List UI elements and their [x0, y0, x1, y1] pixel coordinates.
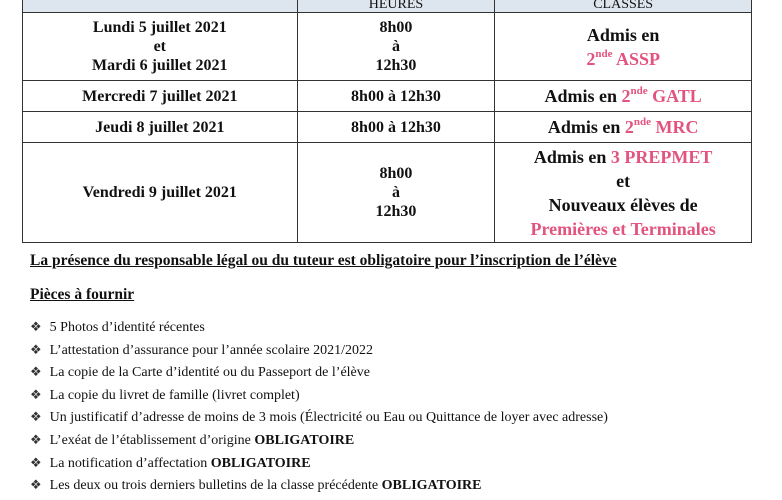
list-item: La notification d’affectation OBLIGATOIR… — [30, 452, 608, 475]
time-line: 8h00 — [379, 19, 413, 36]
text-run: 2 — [624, 117, 634, 137]
text-run: L’exéat de l’établissement d’origine — [49, 432, 255, 448]
date-line: Lundi 5 juillet 2021 — [92, 19, 227, 36]
class-cell: Admis en 2nde MRC — [494, 111, 752, 143]
text-run: 5 Photos d’identité récentes — [49, 320, 205, 335]
table-row: Jeudi 8 juillet 2021 8h00 à 12h30 Admis en… — [22, 111, 752, 143]
class-line: Admis en 2nde MRC — [495, 115, 751, 139]
date-cell: Mercredi 7 juillet 2021 — [22, 80, 298, 112]
text-run: Premières et Terminales — [530, 218, 716, 239]
time-cell: 8h00 à 12h30 — [296, 12, 496, 81]
class-line: 2nde ASSP — [495, 47, 751, 71]
list-item: Un justificatif d’adresse de moins de 3 … — [30, 406, 608, 429]
text-run: nde — [595, 47, 613, 60]
text-run: MRC — [650, 117, 699, 137]
text-run: La copie du livret de famille (livret co… — [49, 387, 300, 403]
class-line: Admis en — [495, 23, 751, 47]
text-run: 2 — [621, 86, 631, 106]
class-line: Admis en 3 PREPMET — [495, 145, 751, 169]
time-line: 8h00 à 12h30 — [351, 87, 441, 105]
text-run: GATL — [647, 86, 702, 106]
time-line: à — [391, 184, 400, 201]
table-row: Vendredi 9 juillet 2021 8h00 à 12h30 Admis e… — [22, 142, 752, 243]
class-cell: Admis en 3 PREPMET et Nouveaux élèves de Pr… — [494, 142, 752, 243]
date-line: Vendredi 9 juillet 2021 — [82, 184, 237, 201]
class-cell: Admis en 2nde GATL — [494, 80, 752, 112]
list-item: 5 Photos d’identité récentes — [30, 316, 608, 339]
text-run: OBLIGATOIRE — [210, 455, 311, 471]
text-run: OBLIGATOIRE — [254, 432, 355, 448]
text-run: Un justificatif d’adresse de moins de 3 … — [49, 410, 608, 426]
date-line: Jeudi 8 juillet 2021 — [95, 118, 225, 136]
text-run: 3 PREPMET — [610, 146, 713, 167]
text-run: Admis en — [533, 146, 611, 167]
section-title: Pièces à fournir — [30, 286, 135, 303]
time-line: à — [391, 38, 400, 55]
list-item: La copie du livret de famille (livret co… — [30, 384, 608, 407]
class-line: Admis en 2nde GATL — [495, 84, 751, 108]
date-cell: Lundi 5 juillet 2021 et Mardi 6 juillet 20… — [22, 12, 298, 81]
text-run: Nouveaux élèves de — [548, 194, 698, 215]
list-item: L’exéat de l’établissement d’origine OBL… — [30, 429, 608, 452]
text-run: L’attestation d’assurance pour l’année s… — [49, 342, 373, 358]
time-cell: 8h00 à 12h30 — [296, 142, 496, 243]
text-run: ASSP — [612, 48, 660, 69]
schedule-table: HEURES CLASSES Lundi 5 juillet 2021 et Mar… — [22, 0, 752, 243]
date-line: Mercredi 7 juillet 2021 — [82, 87, 238, 105]
time-line: 8h00 — [379, 165, 413, 182]
class-line: Nouveaux élèves de — [495, 193, 751, 217]
class-line: Premières et Terminales — [495, 217, 751, 241]
text-run: Admis en — [586, 24, 660, 45]
document-list: 5 Photos d’identité récentes L’attestatio… — [30, 316, 608, 497]
header-cell: CLASSES — [494, 0, 752, 13]
class-line: et — [495, 169, 751, 193]
header-cell: HEURES — [296, 0, 496, 13]
text-run: Admis en — [544, 86, 622, 106]
table-row: Lundi 5 juillet 2021 et Mardi 6 juillet 20… — [22, 12, 752, 81]
date-cell: Jeudi 8 juillet 2021 — [22, 111, 298, 143]
time-cell: 8h00 à 12h30 — [296, 80, 496, 112]
list-item: Les deux ou trois derniers bulletins de … — [30, 474, 608, 497]
time-line: 8h00 à 12h30 — [351, 118, 441, 136]
text-run: nde — [633, 116, 651, 128]
text-run: La notification d’affectation — [49, 455, 211, 471]
table-row: Mercredi 7 juillet 2021 8h00 à 12h30 Admis… — [22, 80, 752, 112]
notice: La présence du responsable légal ou du t… — [30, 252, 617, 269]
text-run: Les deux ou trois derniers bulletins de … — [49, 478, 382, 494]
class-cell: Admis en 2nde ASSP — [494, 12, 752, 81]
header-cell — [22, 0, 298, 13]
time-cell: 8h00 à 12h30 — [296, 111, 496, 143]
text-run: Admis en — [547, 117, 625, 137]
text-run: et — [616, 170, 631, 191]
list-item: La copie de la Carte d’identité ou du Pa… — [30, 361, 608, 384]
time-line: 12h30 — [375, 57, 417, 74]
text-run: La copie de la Carte d’identité ou du Pa… — [49, 365, 370, 381]
date-line: Mardi 6 juillet 2021 — [92, 57, 228, 74]
date-line: et — [153, 38, 167, 55]
date-cell: Vendredi 9 juillet 2021 — [22, 142, 298, 243]
text-run: OBLIGATOIRE — [381, 478, 482, 494]
text-run: nde — [630, 85, 648, 97]
time-line: 12h30 — [375, 203, 417, 220]
text-run: 2 — [586, 48, 596, 69]
list-item: L’attestation d’assurance pour l’année s… — [30, 339, 608, 362]
